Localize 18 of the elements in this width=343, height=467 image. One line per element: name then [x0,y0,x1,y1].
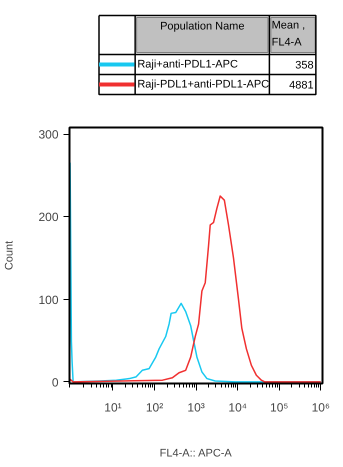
x-tick-label: 10¹ [104,400,122,414]
y-tick-label: 300 [38,128,59,142]
y-tick-label: 200 [38,210,59,224]
x-tick-label: 10³ [187,400,205,414]
y-tick-label: 0 [52,375,59,390]
x-axis-title: FL4-A:: APC-A [160,448,232,460]
text: Mean , FL4-A [272,20,306,48]
text: 4881 [289,80,314,92]
x-tick-label: 10² [146,400,164,414]
x-tick-label: 10⁶ [312,400,330,414]
x-tick-label: 10⁴ [228,400,247,414]
legend-label: Raji-PDL1+anti-PDL1-APC [137,78,270,90]
legend-title: Population Name [160,20,244,32]
y-axis-title: Count [3,240,16,270]
legend-label: Raji+anti-PDL1-APC [137,58,238,70]
y-tick-label: 100 [38,292,59,307]
text: 358 [295,60,314,72]
x-tick-label: 10⁵ [270,400,288,414]
